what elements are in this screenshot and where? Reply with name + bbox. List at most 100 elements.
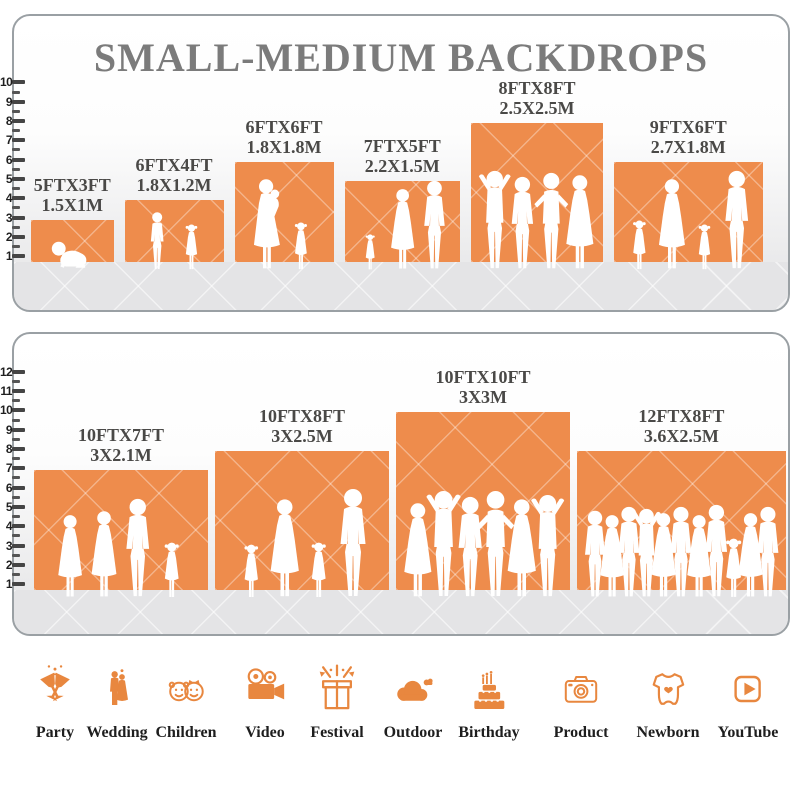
woman-silhouette bbox=[396, 502, 440, 598]
ruler-minor-tick bbox=[12, 187, 20, 191]
size-meters: 3X3M bbox=[458, 387, 507, 408]
backdrop-size-label: 8FTX8FT 2.5X2.5M bbox=[498, 78, 575, 118]
ruler-number: 10 bbox=[0, 75, 13, 90]
ruler-number: 8 bbox=[5, 442, 13, 457]
ruler-minor-tick bbox=[12, 129, 20, 133]
ruler-tick bbox=[12, 196, 25, 201]
ruler-tick bbox=[12, 504, 25, 509]
man-arms-up-silhouette bbox=[626, 508, 667, 598]
backdrop-size-label: 5FTX3FT 1.5X1M bbox=[34, 175, 111, 215]
ruler-tick bbox=[12, 176, 25, 181]
woman-silhouette bbox=[651, 178, 693, 270]
ruler-minor-tick bbox=[12, 437, 20, 441]
ruler-minor-tick bbox=[12, 418, 20, 422]
backdrop-9ftx6ft: 9FTX6FT 2.7X1.8M bbox=[614, 117, 763, 270]
ruler-tick bbox=[12, 562, 25, 567]
category-festival: Festival bbox=[309, 660, 365, 742]
ruler-number: 4 bbox=[5, 191, 13, 206]
floor-strip bbox=[14, 262, 788, 310]
size-meters: 3X2.5M bbox=[271, 426, 333, 447]
backdrop-6ftx4ft: 6FTX4FT 1.8X1.2M bbox=[124, 155, 224, 270]
panel-large: 10FTX7FT 3X2.1M 10FTX8FT 3X2.5M 10FTX10FT 3X3… bbox=[12, 332, 790, 636]
backdrop-size-label: 12FTX8FT 3.6X2.5M bbox=[638, 406, 724, 446]
ruler-tick bbox=[12, 119, 25, 124]
crawling-baby-silhouette bbox=[48, 240, 96, 270]
ruler-number: 11 bbox=[0, 384, 12, 399]
size-feet: 7FTX5FT bbox=[363, 135, 441, 156]
backdrop-items-large: 10FTX7FT 3X2.1M 10FTX8FT 3X2.5M 10FTX10FT 3X3… bbox=[14, 334, 788, 634]
ruler-number: 7 bbox=[5, 461, 13, 476]
product-camera-icon bbox=[553, 660, 609, 718]
woman-holding-baby-silhouette bbox=[246, 178, 288, 270]
panel-small-medium: SMALL-MEDIUM BACKDROPS 5FTX3FT 1.5X1M 6FTX… bbox=[12, 14, 790, 312]
category-label: Product bbox=[553, 724, 609, 741]
man-silhouette bbox=[501, 176, 544, 270]
backdrop-size-label: 7FTX5FT 2.2X1.5M bbox=[364, 136, 441, 176]
category-wedding: Wedding bbox=[86, 660, 148, 742]
ruler-minor-tick bbox=[12, 206, 20, 210]
ruler-number: 3 bbox=[5, 210, 13, 225]
category-label: Video bbox=[245, 724, 285, 741]
ruler-number: 12 bbox=[0, 364, 13, 379]
backdrop-10ftx7ft: 10FTX7FT 3X2.1M bbox=[34, 425, 208, 597]
ruler-minor-tick bbox=[12, 457, 20, 461]
woman-silhouette bbox=[593, 514, 631, 598]
woman-silhouette bbox=[262, 498, 308, 598]
ruler-number: 10 bbox=[0, 403, 13, 418]
ruler-tick bbox=[12, 447, 25, 452]
girl-silhouette bbox=[362, 234, 378, 270]
ruler-number: 2 bbox=[5, 229, 13, 244]
ruler-number: 7 bbox=[5, 133, 13, 148]
woman-silhouette bbox=[680, 514, 718, 598]
backdrop-size-label: 10FTX10FT 3X3M bbox=[435, 367, 530, 407]
backdrop-7ftx5ft: 7FTX5FT 2.2X1.5M bbox=[344, 136, 460, 270]
man-arms-up-silhouette bbox=[472, 170, 518, 270]
floor-strip bbox=[14, 590, 788, 634]
ruler-tick bbox=[12, 427, 25, 432]
man-hands-hips-silhouette bbox=[471, 490, 520, 598]
girl-silhouette bbox=[720, 538, 747, 598]
size-feet: 9FTX6FT bbox=[649, 116, 727, 137]
category-youtube: YouTube bbox=[718, 660, 778, 742]
ruler-number: 4 bbox=[5, 519, 13, 534]
girl-silhouette bbox=[694, 224, 715, 270]
ruler-minor-tick bbox=[12, 167, 20, 171]
backdrop-size-label: 10FTX8FT 3X2.5M bbox=[259, 406, 345, 446]
ruler-number: 5 bbox=[5, 499, 13, 514]
woman-silhouette bbox=[731, 512, 770, 598]
ruler-large: 1 2 3 4 5 6 7 8 9 10 11 12 bbox=[0, 332, 34, 636]
category-children: Children bbox=[155, 660, 217, 742]
category-label: Outdoor bbox=[383, 724, 443, 741]
party-glasses-icon bbox=[27, 660, 83, 718]
size-meters: 2.2X1.5M bbox=[364, 155, 440, 176]
man-silhouette bbox=[747, 506, 788, 598]
category-video: Video bbox=[237, 660, 293, 742]
man-arms-up-silhouette bbox=[419, 490, 468, 598]
backdrop-size-label: 6FTX6FT 1.8X1.8M bbox=[245, 117, 322, 157]
category-label: Newborn bbox=[636, 724, 700, 741]
ruler-minor-tick bbox=[12, 572, 20, 576]
ruler-number: 1 bbox=[5, 249, 13, 264]
category-label: Birthday bbox=[458, 724, 520, 741]
boy-silhouette bbox=[144, 212, 170, 270]
backdrop-size-label: 10FTX7FT 3X2.1M bbox=[78, 425, 164, 465]
girl-silhouette bbox=[239, 544, 264, 598]
ruler-minor-tick bbox=[12, 225, 20, 229]
man-silhouette bbox=[115, 498, 161, 598]
ruler-number: 6 bbox=[5, 480, 13, 495]
category-product: Product bbox=[553, 660, 609, 742]
ruler-minor-tick bbox=[12, 244, 20, 248]
ruler-number: 6 bbox=[5, 152, 13, 167]
ruler-minor-tick bbox=[12, 495, 20, 499]
size-feet: 12FTX8FT bbox=[638, 406, 725, 427]
backdrop-6ftx6ft: 6FTX6FT 1.8X1.8M bbox=[234, 117, 334, 270]
size-feet: 10FTX8FT bbox=[258, 406, 346, 427]
backdrop-12ftx8ft: 12FTX8FT 3.6X2.5M bbox=[577, 406, 786, 597]
size-feet: 5FTX3FT bbox=[33, 174, 111, 195]
ruler-minor-tick bbox=[12, 109, 20, 113]
man-silhouette bbox=[328, 488, 378, 598]
backdrop-size-label: 9FTX6FT 2.7X1.8M bbox=[650, 117, 727, 157]
ruler-small-medium: 1 2 3 4 5 6 7 8 9 10 bbox=[0, 14, 34, 312]
woman-silhouette bbox=[84, 510, 124, 598]
category-row: Party Wedding Children Video Festival Outdoor… bbox=[0, 660, 800, 760]
